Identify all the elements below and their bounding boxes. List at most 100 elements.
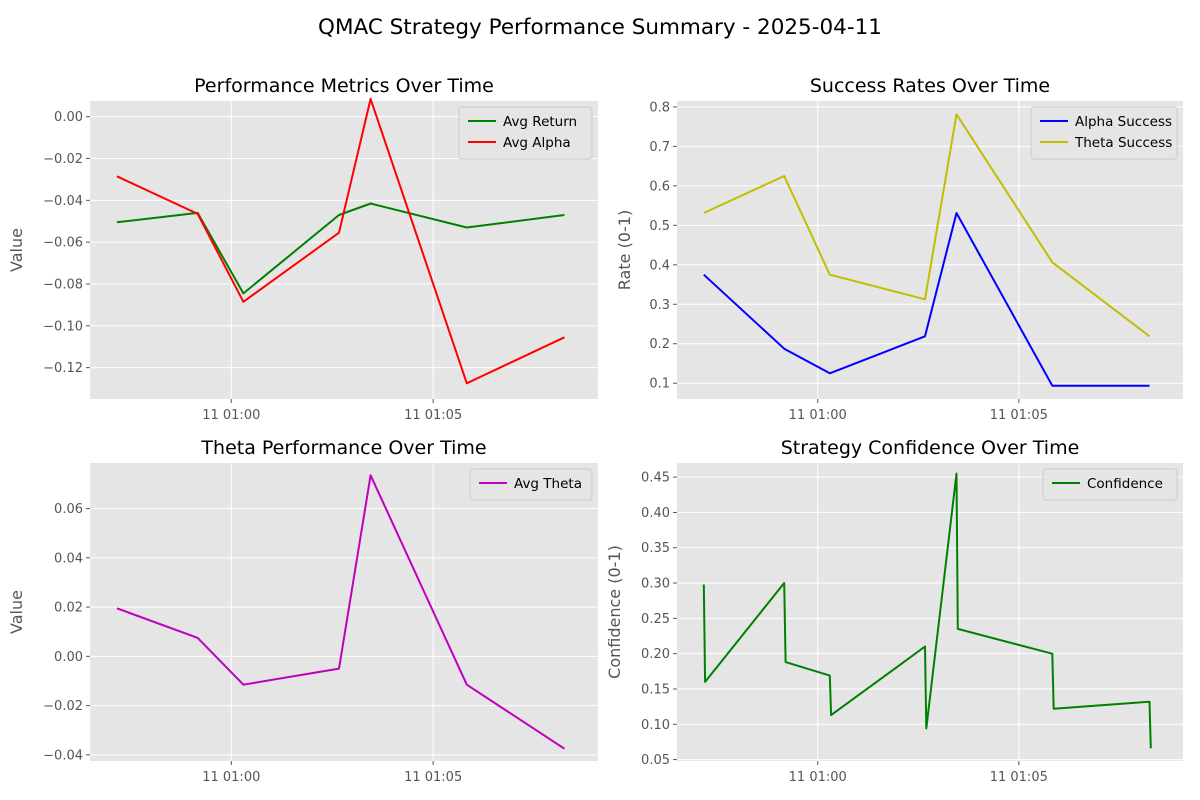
- chart-confidence: 0.05 0.10 0.15 0.20 0.25 0.30 0.35 0.40 0.45 11 0…: [605, 437, 1183, 785]
- data-point: [197, 637, 199, 639]
- data-point: [783, 582, 785, 584]
- series-line: [702, 472, 1152, 749]
- figure-title: QMAC Strategy Performance Summary - 2025…: [318, 15, 882, 40]
- data-point: [955, 113, 957, 115]
- data-point: [830, 714, 832, 716]
- x-tick-label: 11 01:05: [990, 770, 1048, 785]
- y-tick-label: −0.06: [43, 236, 83, 251]
- data-point: [242, 301, 244, 303]
- y-tick-label: −0.04: [43, 194, 83, 209]
- series-line: [703, 212, 1150, 387]
- data-point: [1148, 701, 1150, 703]
- data-point: [829, 675, 831, 677]
- y-tick-label: 0.04: [54, 551, 83, 566]
- legend: Confidence: [1042, 468, 1178, 501]
- data-point: [466, 382, 468, 384]
- legend-label: Avg Return: [503, 114, 577, 130]
- data-point: [466, 227, 468, 229]
- y-tick-label: 0.5: [649, 219, 670, 234]
- data-point: [116, 175, 118, 177]
- y-tick-label: 0.30: [641, 577, 670, 592]
- chart-title: Strategy Confidence Over Time: [781, 437, 1080, 459]
- data-point: [338, 214, 340, 216]
- data-point: [785, 661, 787, 663]
- data-point: [924, 298, 926, 300]
- data-point: [563, 214, 565, 216]
- chart-title: Theta Performance Over Time: [200, 437, 486, 459]
- data-point: [783, 348, 785, 350]
- data-point: [703, 583, 705, 585]
- legend-label: Avg Theta: [514, 476, 582, 492]
- y-tick-label: 0.10: [641, 718, 670, 733]
- data-point: [1053, 708, 1055, 710]
- x-tick-label: 11 01:00: [789, 770, 847, 785]
- data-point: [925, 728, 927, 730]
- data-point: [338, 232, 340, 234]
- data-point: [197, 213, 199, 215]
- data-point: [563, 748, 565, 750]
- data-point: [370, 98, 372, 100]
- chart-theta: −0.04 −0.02 0.00 0.02 0.04 0.06 11 01:00 11 01:…: [7, 437, 598, 785]
- data-point: [370, 474, 372, 476]
- data-point: [1051, 385, 1053, 387]
- x-tick-label: 11 01:05: [404, 770, 462, 785]
- data-point: [466, 684, 468, 686]
- x-tick-label: 11 01:05: [404, 408, 462, 423]
- legend-box: [469, 468, 593, 501]
- data-point: [1051, 653, 1053, 655]
- y-tick-label: 0.3: [649, 298, 670, 313]
- series-line: [703, 113, 1151, 338]
- y-axis-label: Confidence (0-1): [605, 545, 624, 679]
- data-point: [338, 668, 340, 670]
- legend: Alpha Success Theta Success: [1030, 106, 1178, 160]
- data-point: [955, 473, 957, 475]
- plot-area: [90, 463, 598, 761]
- legend-label: Alpha Success: [1075, 114, 1172, 130]
- y-tick-label: 0.25: [641, 612, 670, 627]
- legend-label: Theta Success: [1074, 135, 1172, 151]
- chart-success: 0.1 0.2 0.3 0.4 0.5 0.6 0.7 0.8 11 01:00 11 01:05…: [615, 75, 1183, 423]
- data-point: [370, 202, 372, 204]
- y-tick-label: −0.12: [43, 361, 83, 376]
- legend-label: Avg Alpha: [503, 135, 571, 151]
- x-tick-label: 11 01:05: [990, 408, 1048, 423]
- y-tick-label: −0.10: [43, 319, 83, 334]
- legend: Avg Theta: [469, 468, 593, 501]
- data-point: [242, 292, 244, 294]
- data-point: [1051, 261, 1053, 263]
- data-point: [116, 221, 118, 223]
- legend: Avg Return Avg Alpha: [458, 106, 593, 160]
- x-tick-label: 11 01:00: [789, 408, 847, 423]
- y-tick-label: 0.02: [54, 601, 83, 616]
- y-tick-label: 0.6: [649, 179, 670, 194]
- data-point: [955, 212, 957, 214]
- data-point: [704, 681, 706, 683]
- y-axis-label: Value: [7, 590, 26, 634]
- y-tick-label: 0.4: [649, 258, 670, 273]
- x-tick-label: 11 01:00: [202, 408, 260, 423]
- y-tick-label: 0.1: [649, 377, 670, 392]
- plot-area: [677, 463, 1183, 761]
- y-tick-label: −0.04: [43, 748, 83, 763]
- data-point: [1150, 747, 1152, 749]
- y-tick-label: 0.06: [54, 502, 83, 517]
- series-line: [116, 97, 565, 385]
- chart-metrics: −0.12 −0.10 −0.08 −0.06 −0.04 −0.02 0.00 11 01:…: [7, 75, 598, 423]
- data-point: [116, 607, 118, 609]
- y-axis-label: Rate (0-1): [615, 210, 634, 290]
- data-point: [957, 628, 959, 630]
- data-point: [703, 274, 705, 276]
- y-tick-label: 0.00: [54, 110, 83, 125]
- y-tick-label: 0.7: [649, 140, 670, 155]
- data-point: [1148, 385, 1150, 387]
- x-tick-label: 11 01:00: [202, 770, 260, 785]
- y-tick-label: −0.02: [43, 152, 83, 167]
- data-point: [924, 646, 926, 648]
- chart-title: Performance Metrics Over Time: [194, 75, 494, 97]
- y-tick-label: 0.35: [641, 541, 670, 556]
- data-point: [563, 336, 565, 338]
- y-tick-label: −0.02: [43, 699, 83, 714]
- y-tick-label: 0.05: [641, 753, 670, 768]
- y-tick-label: 0.00: [54, 650, 83, 665]
